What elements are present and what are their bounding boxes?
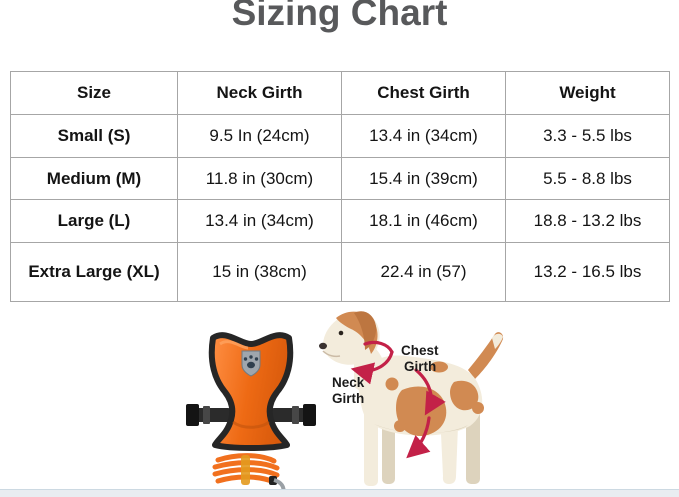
column-header-weight: Weight xyxy=(505,71,670,115)
cell-size: Extra Large (XL) xyxy=(10,242,178,302)
harness-badge-shield-icon xyxy=(241,350,261,377)
leash-tie-band xyxy=(241,455,250,485)
chest-girth-label-line2: Girth xyxy=(404,359,436,374)
bottom-divider xyxy=(0,489,679,497)
dog-nose xyxy=(319,342,327,350)
cell-weight: 18.8 - 13.2 lbs xyxy=(505,199,670,243)
table-row-extra-large: Extra Large (XL) 15 in (38cm) 22.4 in (5… xyxy=(10,242,670,302)
cell-weight: 13.2 - 16.5 lbs xyxy=(505,242,670,302)
paw-icon xyxy=(243,355,259,369)
harness-side-straps xyxy=(186,404,316,426)
harness-product-image xyxy=(186,320,316,497)
dog-measurement-diagram: Chest Girth Neck Girth xyxy=(308,306,515,490)
table-row-small: Small (S) 9.5 In (24cm) 13.4 in (34cm) 3… xyxy=(10,114,670,158)
column-header-chest-girth: Chest Girth xyxy=(341,71,506,115)
column-header-size: Size xyxy=(10,71,178,115)
cell-chest-girth: 15.4 in (39cm) xyxy=(341,157,506,200)
page-title: Sizing Chart xyxy=(231,0,448,33)
column-header-neck-girth: Neck Girth xyxy=(177,71,342,115)
dog-ear xyxy=(354,311,377,350)
cell-weight: 5.5 - 8.8 lbs xyxy=(505,157,670,200)
neck-girth-arrow xyxy=(350,350,394,385)
table-row-large: Large (L) 13.4 in (34cm) 18.1 in (46cm) … xyxy=(10,199,670,243)
cell-neck-girth: 9.5 In (24cm) xyxy=(177,114,342,158)
chest-girth-arrow xyxy=(414,368,446,416)
sizing-table: Size Neck Girth Chest Girth Weight Small… xyxy=(10,71,670,302)
cell-size: Medium (M) xyxy=(10,157,178,200)
cell-chest-girth: 22.4 in (57) xyxy=(341,242,506,302)
cell-neck-girth: 13.4 in (34cm) xyxy=(177,199,342,243)
neck-girth-label-line1: Neck xyxy=(332,375,365,390)
cell-chest-girth: 18.1 in (46cm) xyxy=(341,199,506,243)
table-header-row: Size Neck Girth Chest Girth Weight xyxy=(10,71,670,115)
cell-size: Small (S) xyxy=(10,114,178,158)
cell-chest-girth: 13.4 in (34cm) xyxy=(341,114,506,158)
chest-girth-label-line1: Chest xyxy=(401,343,439,358)
cell-weight: 3.3 - 5.5 lbs xyxy=(505,114,670,158)
table-row-medium: Medium (M) 11.8 in (30cm) 15.4 in (39cm)… xyxy=(10,157,670,200)
cell-size: Large (L) xyxy=(10,199,178,243)
dog-eye xyxy=(338,330,344,336)
harness-illustration xyxy=(186,332,316,494)
cell-neck-girth: 11.8 in (30cm) xyxy=(177,157,342,200)
measurement-arrows xyxy=(350,340,446,459)
cell-neck-girth: 15 in (38cm) xyxy=(177,242,342,302)
harness-vest xyxy=(208,332,294,451)
neck-girth-label-line2: Girth xyxy=(332,391,364,406)
dog-illustration: Chest Girth Neck Girth xyxy=(319,311,504,486)
